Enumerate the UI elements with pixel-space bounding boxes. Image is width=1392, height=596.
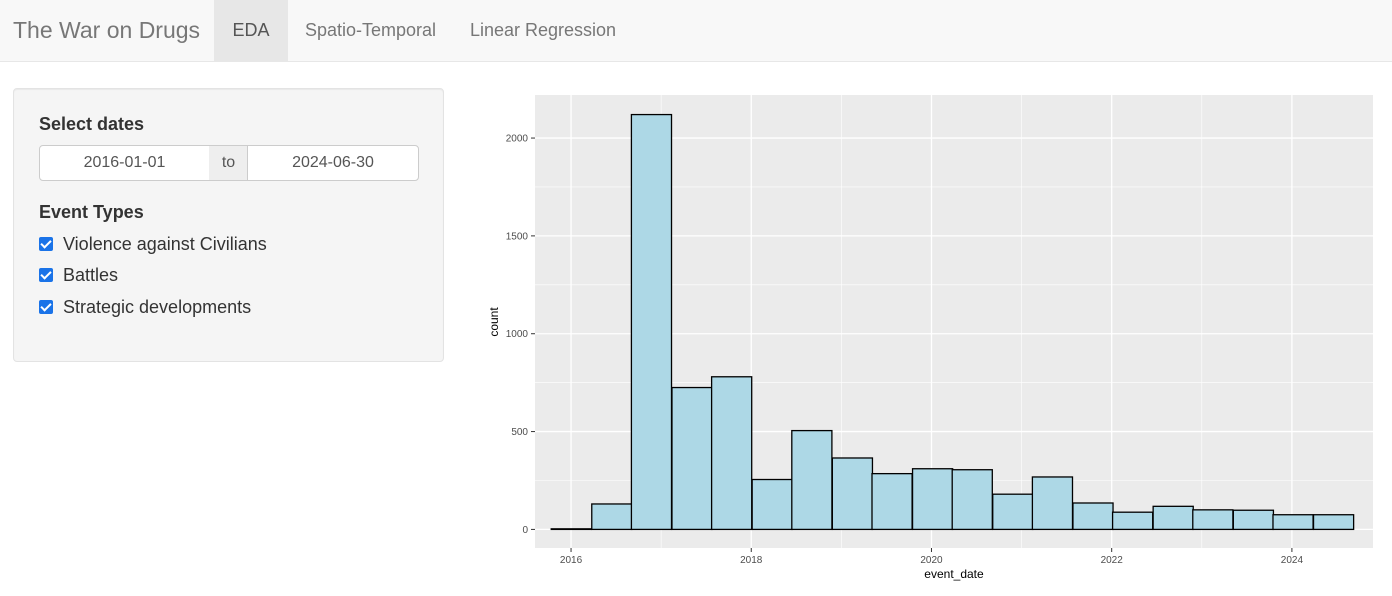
- histogram-bar: [951, 469, 993, 531]
- y-tick-label: 2000: [506, 134, 529, 145]
- histogram-bar: [1031, 476, 1074, 531]
- histogram-bar: [630, 113, 673, 531]
- histogram-bar: [710, 376, 753, 531]
- date-range-separator: to: [209, 145, 248, 181]
- checkbox-checked-icon[interactable]: [39, 237, 53, 251]
- histogram-bar: [591, 503, 633, 531]
- histogram-bar: [1192, 509, 1234, 531]
- dates-label: Select dates: [39, 114, 145, 134]
- checkbox-label: Violence against Civilians: [63, 234, 267, 254]
- x-tick-label: 2018: [740, 555, 763, 566]
- app-title: The War on Drugs: [13, 17, 201, 43]
- y-tick-label: 0: [522, 525, 528, 536]
- tab-eda[interactable]: EDA: [214, 0, 288, 61]
- navbar: The War on Drugs EDA Spatio-Temporal Lin…: [0, 0, 1392, 62]
- tab-linear-regression[interactable]: Linear Regression: [469, 20, 617, 40]
- histogram-bar: [1272, 514, 1314, 531]
- histogram-bar: [871, 472, 913, 531]
- histogram-bar: [791, 429, 833, 531]
- histogram-bar: [1072, 502, 1114, 531]
- histogram-bar: [1111, 511, 1154, 531]
- histogram-bar: [911, 468, 954, 531]
- histogram-bar: [1152, 505, 1194, 531]
- histogram-bar: [550, 528, 592, 531]
- checkbox-checked-icon[interactable]: [39, 300, 53, 314]
- x-tick-label: 2020: [920, 555, 943, 566]
- x-tick-label: 2022: [1101, 555, 1124, 566]
- x-tick-label: 2016: [560, 555, 583, 566]
- checkbox-label: Strategic developments: [63, 297, 252, 317]
- histogram-bar: [751, 478, 793, 531]
- x-axis-title: event_date: [924, 567, 984, 581]
- y-tick-label: 500: [511, 427, 528, 438]
- histogram-bar: [1312, 514, 1355, 531]
- checkbox-label: Battles: [63, 265, 119, 285]
- histogram-chart: 0 500 1000 1500 2000 2016 2018 2020 2022 2024 eve…: [487, 95, 1373, 581]
- y-tick-label: 1500: [506, 231, 529, 242]
- histogram-bar: [992, 493, 1034, 531]
- histogram-bar: [831, 457, 874, 531]
- checkbox-checked-icon[interactable]: [39, 268, 53, 282]
- x-tick-label: 2024: [1281, 555, 1304, 566]
- sidebar-panel: Select dates to Event Types Violence aga…: [13, 88, 444, 362]
- tab-spatio-temporal[interactable]: Spatio-Temporal: [304, 20, 437, 40]
- start-date-input[interactable]: [39, 145, 210, 181]
- histogram-bar: [671, 386, 713, 531]
- y-axis-title: count: [487, 307, 501, 337]
- histogram-bar: [1232, 509, 1275, 531]
- y-tick-label: 1000: [506, 329, 529, 340]
- event-types-label: Event Types: [39, 202, 144, 222]
- end-date-input[interactable]: [247, 145, 419, 181]
